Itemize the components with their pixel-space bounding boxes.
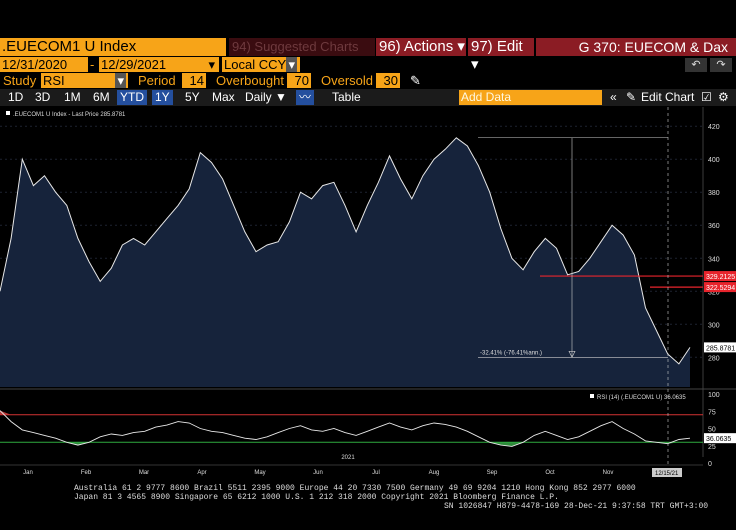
price-chart[interactable]: 280 300 320 340 360 380 400 420 329.2125 322.5294… [0,107,736,477]
x-tick-label: May [254,470,265,476]
date-marker-bg [652,468,682,477]
undo-icon[interactable]: ↶ [685,58,707,72]
currency-value: Local CCY [224,57,287,72]
range-max[interactable]: Max [212,90,235,104]
overbought-label: Overbought [216,73,284,88]
x-tick-label: Feb [81,470,92,476]
oversold-input[interactable]: 30 [376,73,400,88]
footer-line-1: Australia 61 2 9777 8600 Brazil 5511 239… [74,484,636,493]
reference-label-bg [704,271,736,282]
y-tick-label: 320 [708,289,720,296]
suggested-charts-button[interactable]: 94) Suggested Charts [229,38,375,56]
study-select[interactable]: RSI ▾ [41,73,128,88]
rsi-tick-label: 50 [708,427,716,434]
gear-icon[interactable]: ⚙ [718,90,729,104]
x-tick-label: Aug [429,470,440,476]
oversold-fill [0,442,690,447]
x-tick-label: Jul [372,470,380,476]
drawdown-annotation: -32.41% (-76.41%ann.) [480,350,542,356]
edit-menu-button[interactable]: 97) Edit ▾ [468,38,534,73]
start-date-field[interactable]: 12/31/2020 [0,57,88,72]
table-button[interactable]: Table [332,90,361,104]
frequency-select[interactable]: Daily ▼ [245,90,287,104]
x-tick-label: Jun [313,470,323,476]
pencil-icon[interactable]: ✎ [410,73,421,88]
price-line [0,137,691,365]
overbought-input[interactable]: 70 [287,73,311,88]
range-6m[interactable]: 6M [93,90,110,104]
x-tick-label: Sep [487,470,498,476]
rsi-panel: 0 25 50 75 100 RSI (14) (.EUECOM1 U) 36.0635 3… [0,388,736,468]
add-data-input[interactable]: Add Data [459,90,602,105]
end-date-value: 12/29/2021 [101,57,167,72]
x-axis: JanFebMarAprMayJunJulAugSepOctNovDec12/1… [0,107,703,477]
currency-select[interactable]: Local CCY ▾ [222,57,300,72]
rsi-line [0,410,691,447]
range-1m[interactable]: 1M [64,90,81,104]
y-tick-label: 400 [708,157,720,164]
x-tick-label: Oct [545,470,555,476]
last-value-bg [704,342,736,353]
year-label: 2021 [341,455,355,461]
chevron-down-icon: ▾ [286,57,297,72]
main-panel: 280 300 320 340 360 380 400 420 329.2125 322.5294… [0,107,736,457]
date-separator: - [90,57,95,72]
y-tick-label: 280 [708,355,720,362]
rsi-last-value-label: 36.0635 [706,436,731,443]
rsi-tick-label: 100 [708,392,720,399]
rsi-tick-label: 0 [708,461,712,468]
x-tick-label: Apr [197,470,206,476]
y-tick-label: 340 [708,256,720,263]
collapse-icon[interactable]: « [610,90,617,104]
date-marker: 12/15/21 [655,471,679,477]
x-tick-label: Mar [139,470,149,476]
security-input[interactable]: .EUECOM1 U Index [0,38,226,56]
chevron-down-icon: ▾ [115,73,126,88]
x-tick-label: Nov [603,470,614,476]
footer-line-3: SN 1026847 H879-4478-169 28-Dec-21 9:37:… [444,502,709,511]
rsi-legend: RSI (14) (.EUECOM1 U) 36.0635 [597,395,686,401]
legend-swatch [6,111,10,115]
period-label: Period [138,73,176,88]
overbought-fill [0,410,690,415]
end-date-field[interactable]: 12/29/2021 ▾ [99,57,219,72]
edit-chart-icon[interactable]: ☑ [701,90,712,104]
y-tick-label: 300 [708,322,720,329]
study-value: RSI [43,73,65,88]
rsi-tick-label: 75 [708,409,716,416]
calendar-icon[interactable]: ▾ [208,57,215,72]
reference-label-bg [704,282,736,293]
footer: Australia 61 2 9777 8600 Brazil 5511 239… [0,484,736,524]
price-area [0,137,690,387]
range-ytd[interactable]: YTD [117,90,147,105]
y-tick-label: 360 [708,223,720,230]
y-tick-label: 380 [708,190,720,197]
x-tick-label: Jan [23,470,33,476]
range-3d[interactable]: 3D [35,90,51,104]
footer-line-2: Japan 81 3 4565 8900 Singapore 65 6212 1… [74,493,559,502]
reference-label: 322.5294 [706,285,735,292]
actions-menu-button[interactable]: 96) Actions ▾ [376,38,466,56]
y-tick-label: 420 [708,124,720,131]
rsi-tick-label: 25 [708,444,716,451]
main-legend: .EUECOM1 U Index - Last Price 285.8781 [13,112,126,118]
edit-chart-button[interactable]: Edit Chart [641,90,695,104]
oversold-label: Oversold [321,73,374,88]
range-1d[interactable]: 1D [8,90,24,104]
rsi-legend-swatch [590,394,594,398]
drawdown-arrowhead [568,350,576,358]
chart-title: G 370: EUECOM & Dax [536,38,736,56]
period-input[interactable]: 14 [182,73,206,88]
rsi-last-value-bg [704,433,736,444]
study-label: Study [3,73,37,88]
last-value-label: 285.8781 [706,345,735,352]
line-chart-icon[interactable]: 〰 [296,90,314,105]
settings-icon[interactable]: ✎ [626,90,637,104]
range-1y[interactable]: 1Y [152,90,173,105]
reference-label: 329.2125 [706,274,735,281]
range-5y[interactable]: 5Y [185,90,200,104]
redo-icon[interactable]: ↷ [710,58,732,72]
